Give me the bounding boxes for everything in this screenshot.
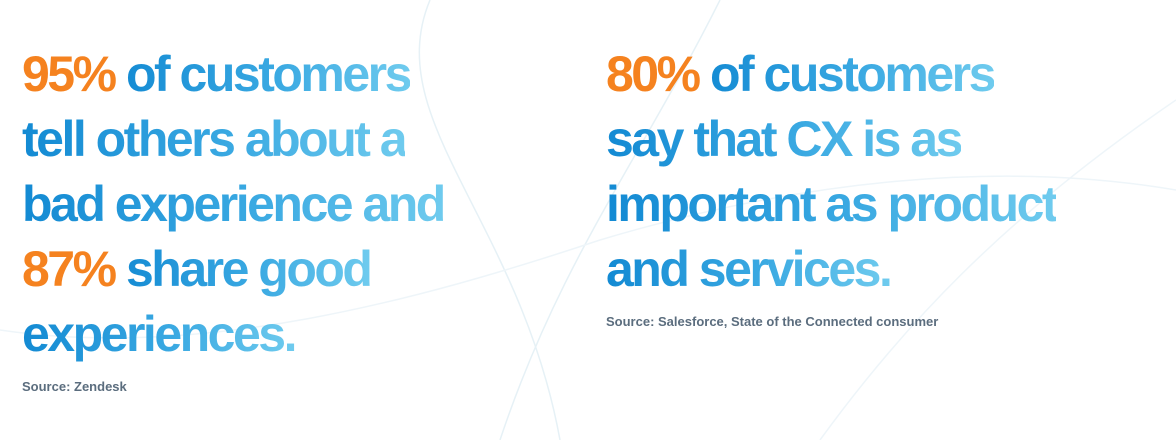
source-note: Source: Salesforce, State of the Connect… <box>606 314 939 329</box>
stat-line: bad experience and <box>22 172 446 237</box>
stat-text: share good <box>114 241 373 297</box>
stat-line: and services. <box>606 237 1056 302</box>
stat-text: of customers <box>698 46 996 102</box>
stat-line: 80% of customers <box>606 42 1056 107</box>
stat-text: important as product <box>606 176 1059 232</box>
stat-line: 95% of customers <box>22 42 444 107</box>
stat-text: and services. <box>606 241 893 297</box>
stat-block: 95% of customers tell others about a bad e… <box>22 42 446 394</box>
stat-line: experiences. <box>22 302 444 367</box>
stat-text: bad experience and <box>22 176 446 232</box>
stat-text: of customers <box>114 46 412 102</box>
stat-highlight: 87% <box>22 241 117 297</box>
stat-block: 80% of customers say that CX is as importa… <box>606 42 1059 329</box>
stat-text: tell others about a <box>22 111 408 167</box>
stat-line: say that CX is as <box>606 107 1056 172</box>
stat-text: experiences. <box>22 306 297 362</box>
stat-highlight: 80% <box>606 46 701 102</box>
stat-line: 87% share good <box>22 237 444 302</box>
stat-line: tell others about a <box>22 107 444 172</box>
stat-text: say that CX is as <box>606 111 963 167</box>
source-note: Source: Zendesk <box>22 379 127 394</box>
stat-line: important as product <box>606 172 1059 237</box>
stat-highlight: 95% <box>22 46 117 102</box>
